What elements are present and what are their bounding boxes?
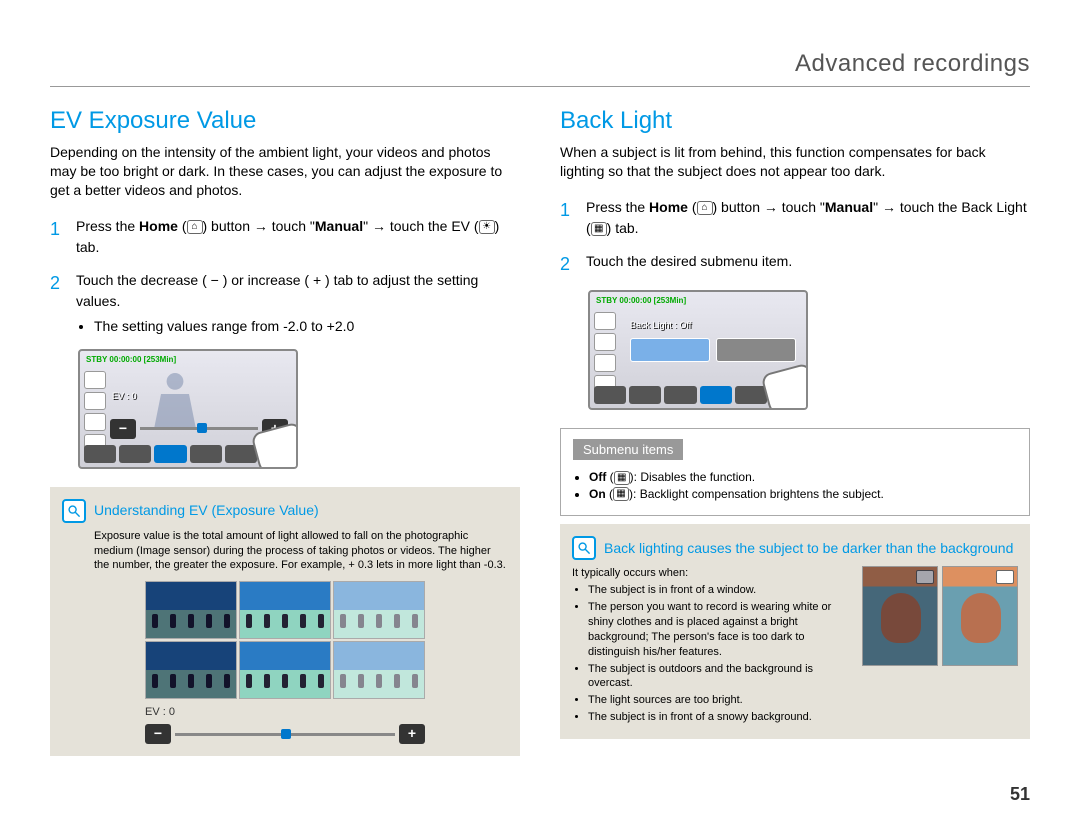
bl-bullet: The subject is in front of a window. <box>588 583 852 598</box>
content-columns: EV Exposure Value Depending on the inten… <box>50 107 1030 756</box>
page-header: Advanced recordings <box>50 50 1030 87</box>
ev-label: EV : 0 <box>112 391 137 401</box>
bl-sample-images <box>862 566 1018 726</box>
submenu-item-on: On (▦): Backlight compensation brightens… <box>589 487 1017 502</box>
ev-callout-title: Understanding EV (Exposure Value) <box>94 501 319 520</box>
face-dark <box>862 566 938 666</box>
home-icon: ⌂ <box>187 220 203 234</box>
bl-bullet: The light sources are too bright. <box>588 693 852 708</box>
page-number: 51 <box>1010 784 1030 805</box>
bl-bullet: The subject is in front of a snowy backg… <box>588 710 852 725</box>
bl-callout-text: It typically occurs when: The subject is… <box>572 566 852 726</box>
face-bright <box>942 566 1018 666</box>
bl-step-1: 1 Press the Home (⌂) button → touch "Man… <box>560 197 1030 239</box>
bl-step-2: 2 Touch the desired submenu item. <box>560 251 1030 278</box>
step-body: Touch the decrease ( − ) or increase ( +… <box>76 270 520 337</box>
screen-side-icons <box>84 371 106 455</box>
step-body: Press the Home (⌂) button → touch "Manua… <box>76 216 520 258</box>
backlight-icon: ▦ <box>591 222 607 236</box>
slider-track <box>140 427 258 430</box>
off-icon: ▦ <box>614 471 630 485</box>
stby-label: STBY 00:00:00 [253Min] <box>86 355 176 364</box>
off-tag-icon <box>916 570 934 584</box>
ev-intro: Depending on the intensity of the ambien… <box>50 143 520 200</box>
plus-button: + <box>399 724 425 744</box>
backlight-intro: When a subject is lit from behind, this … <box>560 143 1030 181</box>
bl-lead: It typically occurs when: <box>572 566 852 581</box>
submenu-item-off: Off (▦): Disables the function. <box>589 470 1017 485</box>
magnifier-icon <box>62 499 86 523</box>
slider-track <box>175 733 395 736</box>
ev-range-note: The setting values range from -2.0 to +2… <box>94 316 520 337</box>
bl-callout: Back lighting causes the subject to be d… <box>560 524 1030 738</box>
ev-callout-body: Exposure value is the total amount of li… <box>62 529 508 574</box>
bl-bullet: The person you want to record is wearing… <box>588 600 852 659</box>
stby-label: STBY 00:00:00 [253Min] <box>596 296 686 305</box>
step-number: 2 <box>50 270 64 337</box>
ev-sample-grid <box>145 581 425 699</box>
ev-step-2: 2 Touch the decrease ( − ) or increase (… <box>50 270 520 337</box>
bl-callout-title: Back lighting causes the subject to be d… <box>604 539 1013 558</box>
backlight-section: Back Light When a subject is lit from be… <box>560 107 1030 756</box>
bl-bullet: The subject is outdoors and the backgrou… <box>588 662 852 692</box>
step-body: Touch the desired submenu item. <box>586 251 1030 278</box>
minus-button: − <box>110 419 136 439</box>
ev-icon: ☀ <box>479 220 495 234</box>
step-body: Press the Home (⌂) button → touch "Manua… <box>586 197 1030 239</box>
bl-screen-illustration: STBY 00:00:00 [253Min] Back Light : Off <box>588 290 808 410</box>
magnifier-icon <box>572 536 596 560</box>
bl-option-row <box>630 338 796 362</box>
ev-callout-slider: − + <box>145 724 425 744</box>
ev-screen-illustration: STBY 00:00:00 [253Min] EV : 0 − + <box>78 349 298 469</box>
ev-callout: Understanding EV (Exposure Value) Exposu… <box>50 487 520 756</box>
hand-icon <box>760 362 808 410</box>
submenu-heading: Submenu items <box>573 439 683 460</box>
step-number: 1 <box>50 216 64 258</box>
home-icon: ⌂ <box>697 201 713 215</box>
backlight-state-label: Back Light : Off <box>630 320 691 330</box>
ev-slider-label: EV : 0 <box>145 705 425 720</box>
on-icon: ▦ <box>613 487 629 501</box>
step-number: 2 <box>560 251 574 278</box>
ev-step-1: 1 Press the Home (⌂) button → touch "Man… <box>50 216 520 258</box>
ev-section: EV Exposure Value Depending on the inten… <box>50 107 520 756</box>
step-number: 1 <box>560 197 574 239</box>
ev-title: EV Exposure Value <box>50 107 520 135</box>
minus-button: − <box>145 724 171 744</box>
backlight-title: Back Light <box>560 107 1030 135</box>
on-tag-icon <box>996 570 1014 584</box>
submenu-box: Submenu items Off (▦): Disables the func… <box>560 428 1030 517</box>
screen-side-icons <box>594 312 616 396</box>
